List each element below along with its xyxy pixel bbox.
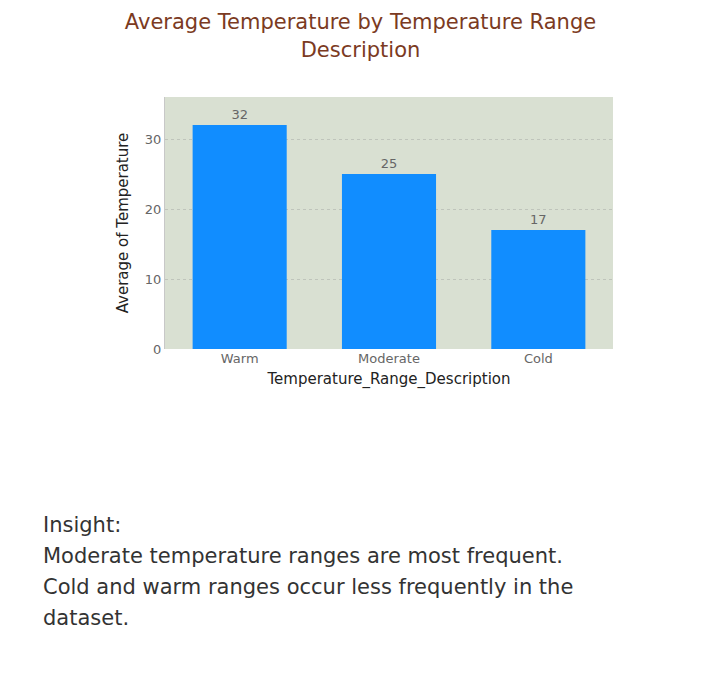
svg-text:Cold: Cold [524, 351, 553, 366]
svg-text:Temperature_Range_Description: Temperature_Range_Description [267, 370, 511, 389]
html-text:Insight:: Insight: [43, 513, 122, 537]
svg-text:0: 0 [153, 342, 161, 357]
svg-text:Warm: Warm [221, 351, 259, 366]
html-text:Moderate temperature ranges ar: Moderate temperature ranges are most fre… [43, 544, 574, 630]
svg-text:30: 30 [145, 132, 162, 147]
svg-text:17: 17 [530, 212, 547, 227]
svg-text:32: 32 [231, 107, 248, 122]
svg-text:10: 10 [145, 272, 162, 287]
svg-text:Average of Temperature: Average of Temperature [114, 133, 132, 314]
svg-text:20: 20 [145, 202, 162, 217]
svg-text:25: 25 [381, 156, 398, 171]
svg-text:Moderate: Moderate [358, 351, 420, 366]
svg-text:Average Temperature by Tempera: Average Temperature by Temperature Range… [125, 10, 596, 61]
